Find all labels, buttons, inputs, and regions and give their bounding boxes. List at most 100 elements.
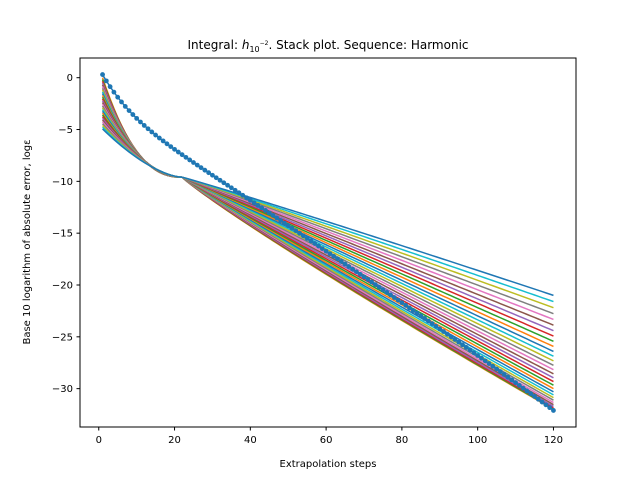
base-series-point — [304, 235, 310, 241]
base-series-point — [228, 185, 234, 191]
base-series-point — [528, 391, 534, 397]
y-tick-label: 0 — [67, 73, 73, 84]
base-series-point — [486, 361, 492, 366]
base-series-point — [187, 157, 193, 163]
y-axis-label: Base 10 logarithm of absolute error, log… — [22, 139, 33, 344]
base-series-point — [100, 72, 105, 77]
base-series-point — [122, 103, 128, 109]
base-series-point — [160, 138, 166, 144]
base-series-point — [463, 345, 469, 350]
base-series-point — [414, 310, 420, 316]
base-series-point — [119, 99, 124, 105]
base-series-point — [482, 358, 488, 364]
x-axis-label: Extrapolation steps — [280, 459, 377, 470]
base-series-point — [293, 228, 299, 234]
base-series-point — [266, 210, 272, 216]
base-series-point — [361, 274, 367, 280]
base-series-point — [532, 394, 537, 399]
base-series-point — [198, 165, 204, 171]
base-series-point — [191, 160, 196, 165]
base-series-point — [331, 253, 337, 259]
base-series-point — [213, 175, 219, 181]
base-series-point — [278, 218, 284, 223]
base-series-point — [380, 287, 386, 293]
x-tick-label: 0 — [96, 435, 102, 446]
base-series-point — [524, 388, 530, 394]
base-series-point — [206, 170, 212, 176]
base-series-point — [384, 289, 390, 295]
base-series-point — [399, 300, 405, 306]
base-series-point — [357, 271, 363, 277]
base-series-point — [547, 405, 553, 411]
base-series-point — [365, 277, 371, 282]
base-series-point — [444, 331, 450, 337]
base-series-point — [244, 195, 249, 201]
base-series-point — [202, 167, 208, 173]
base-series-point — [456, 339, 462, 345]
base-series-point — [437, 326, 443, 332]
base-series-point — [111, 89, 117, 95]
base-series-point — [551, 408, 556, 413]
base-series-point — [342, 261, 348, 267]
base-series-point — [312, 241, 318, 246]
y-tick-label: −20 — [52, 280, 73, 291]
base-series-point — [183, 154, 189, 160]
base-series-point — [407, 305, 412, 311]
x-axis: 0 20 40 60 80 100 120 — [96, 427, 563, 446]
base-series-point — [172, 146, 177, 152]
base-series-point — [509, 377, 515, 383]
base-series-point — [297, 230, 302, 236]
base-series-point — [300, 233, 306, 239]
base-series-point — [376, 284, 382, 290]
base-series-point — [153, 132, 158, 138]
x-tick-label: 20 — [168, 435, 181, 446]
base-series-point — [179, 152, 185, 158]
base-series-point — [448, 334, 454, 340]
base-series-point — [282, 220, 287, 226]
base-series-point — [505, 374, 511, 380]
base-series-point — [130, 112, 136, 117]
base-series-point — [498, 369, 503, 375]
chart-title: Integral: h10−2. Stack plot. Sequence: H… — [188, 38, 469, 54]
base-series-point — [433, 323, 439, 329]
x-tick-label: 120 — [544, 435, 563, 446]
base-series-point — [138, 119, 143, 125]
base-series-point — [217, 177, 223, 183]
base-series-point — [410, 308, 416, 313]
x-tick-label: 100 — [468, 435, 487, 446]
base-series-point — [535, 396, 541, 402]
base-series-point — [319, 246, 325, 252]
base-series-point — [103, 78, 109, 84]
base-series-point — [274, 215, 280, 221]
y-axis: 0 −5 −10 −15 −20 −25 −30 — [52, 73, 80, 395]
base-series-point — [308, 238, 314, 244]
base-series-point — [115, 94, 121, 100]
base-series-point — [240, 192, 246, 198]
base-series-point — [164, 141, 170, 147]
base-series-point — [494, 366, 500, 372]
y-tick-label: −5 — [58, 125, 73, 136]
base-series-point — [149, 129, 155, 135]
base-series-point — [270, 213, 276, 218]
base-series-point — [327, 251, 333, 257]
base-series-point — [429, 321, 435, 327]
base-series-point — [107, 84, 113, 90]
base-series-point — [418, 313, 424, 319]
base-series-point — [335, 256, 340, 262]
base-series-point — [513, 380, 518, 386]
base-series-point — [350, 266, 356, 272]
base-series-point — [539, 399, 545, 405]
base-series-point — [372, 282, 378, 288]
base-series-point — [126, 108, 132, 113]
base-series-point — [168, 144, 174, 150]
y-tick-label: −25 — [52, 332, 73, 343]
y-tick-label: −10 — [52, 177, 73, 188]
x-tick-label: 40 — [244, 435, 257, 446]
base-series-point — [391, 295, 397, 300]
base-series-point — [289, 225, 295, 231]
base-series-point — [259, 205, 265, 211]
base-series-point — [467, 347, 473, 353]
base-series-point — [221, 180, 227, 186]
base-series-point — [452, 337, 458, 342]
